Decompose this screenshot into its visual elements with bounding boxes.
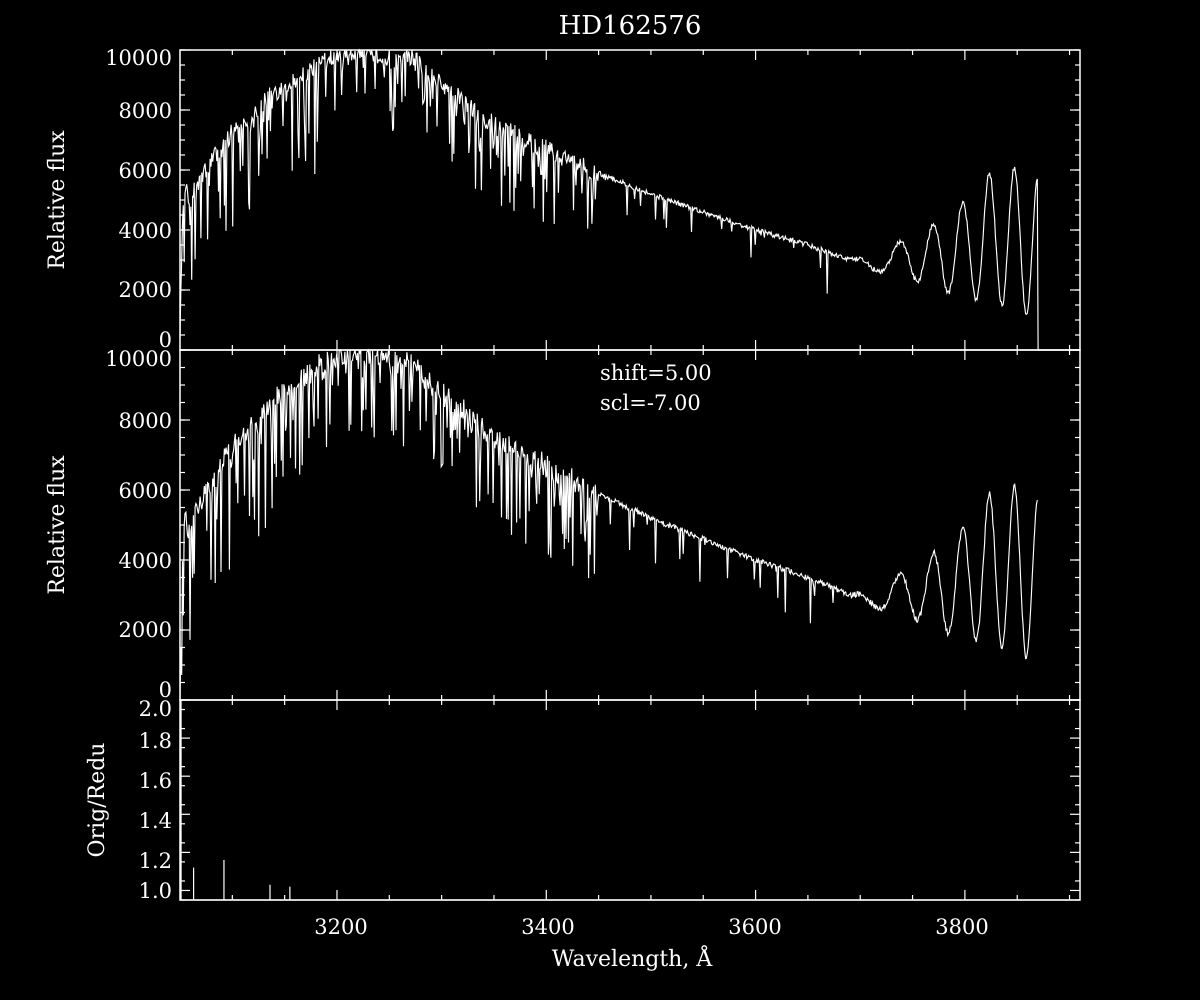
top-y-tick-6000: 6000 <box>119 159 172 183</box>
bottom-y-axis-label: Orig/Redu <box>85 743 110 858</box>
middle-y-tick-4000: 4000 <box>119 549 172 573</box>
x-tick-3200: 3200 <box>314 915 367 939</box>
middle-y-tick-2000: 2000 <box>119 618 172 642</box>
bottom-panel: Orig/Redu 1.0 1.2 1.4 1.6 1.8 2.0 <box>85 697 1081 903</box>
top-panel: Relative flux 0 2000 4000 6000 8000 1000… <box>45 46 1081 352</box>
top-y-tick-8000: 8000 <box>119 99 172 123</box>
middle-flux-series <box>179 348 1038 701</box>
top-y-tick-2000: 2000 <box>119 278 172 302</box>
scale-annotation: scl=-7.00 <box>600 391 701 415</box>
x-axis-label: Wavelength, Å <box>552 944 714 972</box>
bottom-plot-frame <box>179 699 1081 901</box>
bottom-y-tick-1-6: 1.6 <box>139 769 172 793</box>
middle-y-axis-label: Relative flux <box>45 455 70 595</box>
middle-y-tick-6000: 6000 <box>119 479 172 503</box>
x-tick-3400: 3400 <box>521 915 574 939</box>
bottom-y-tick-1-8: 1.8 <box>139 729 172 753</box>
bottom-y-tick-1-0: 1.0 <box>139 879 172 903</box>
chart-title: HD162576 <box>559 11 702 41</box>
top-flux-series <box>179 48 1080 351</box>
bottom-y-tick-1-4: 1.4 <box>139 809 172 833</box>
bottom-y-tick-2-0: 2.0 <box>139 697 172 721</box>
middle-panel: Relative flux 0 2000 4000 6000 8000 1000… <box>45 347 1081 702</box>
shift-annotation: shift=5.00 <box>600 361 712 385</box>
ratio-spikes <box>180 700 1080 901</box>
top-y-tick-10000: 10000 <box>105 46 172 70</box>
bottom-y-tick-1-2: 1.2 <box>139 849 172 873</box>
middle-y-tick-10000: 10000 <box>105 347 172 371</box>
top-y-tick-0: 0 <box>159 328 172 352</box>
middle-y-tick-8000: 8000 <box>119 409 172 433</box>
x-tick-3800: 3800 <box>935 915 988 939</box>
x-tick-3600: 3600 <box>728 915 781 939</box>
middle-y-tick-0: 0 <box>159 678 172 702</box>
bottom-axis-ticks <box>180 699 1080 901</box>
top-y-axis-label: Relative flux <box>45 130 70 270</box>
top-y-tick-4000: 4000 <box>119 219 172 243</box>
